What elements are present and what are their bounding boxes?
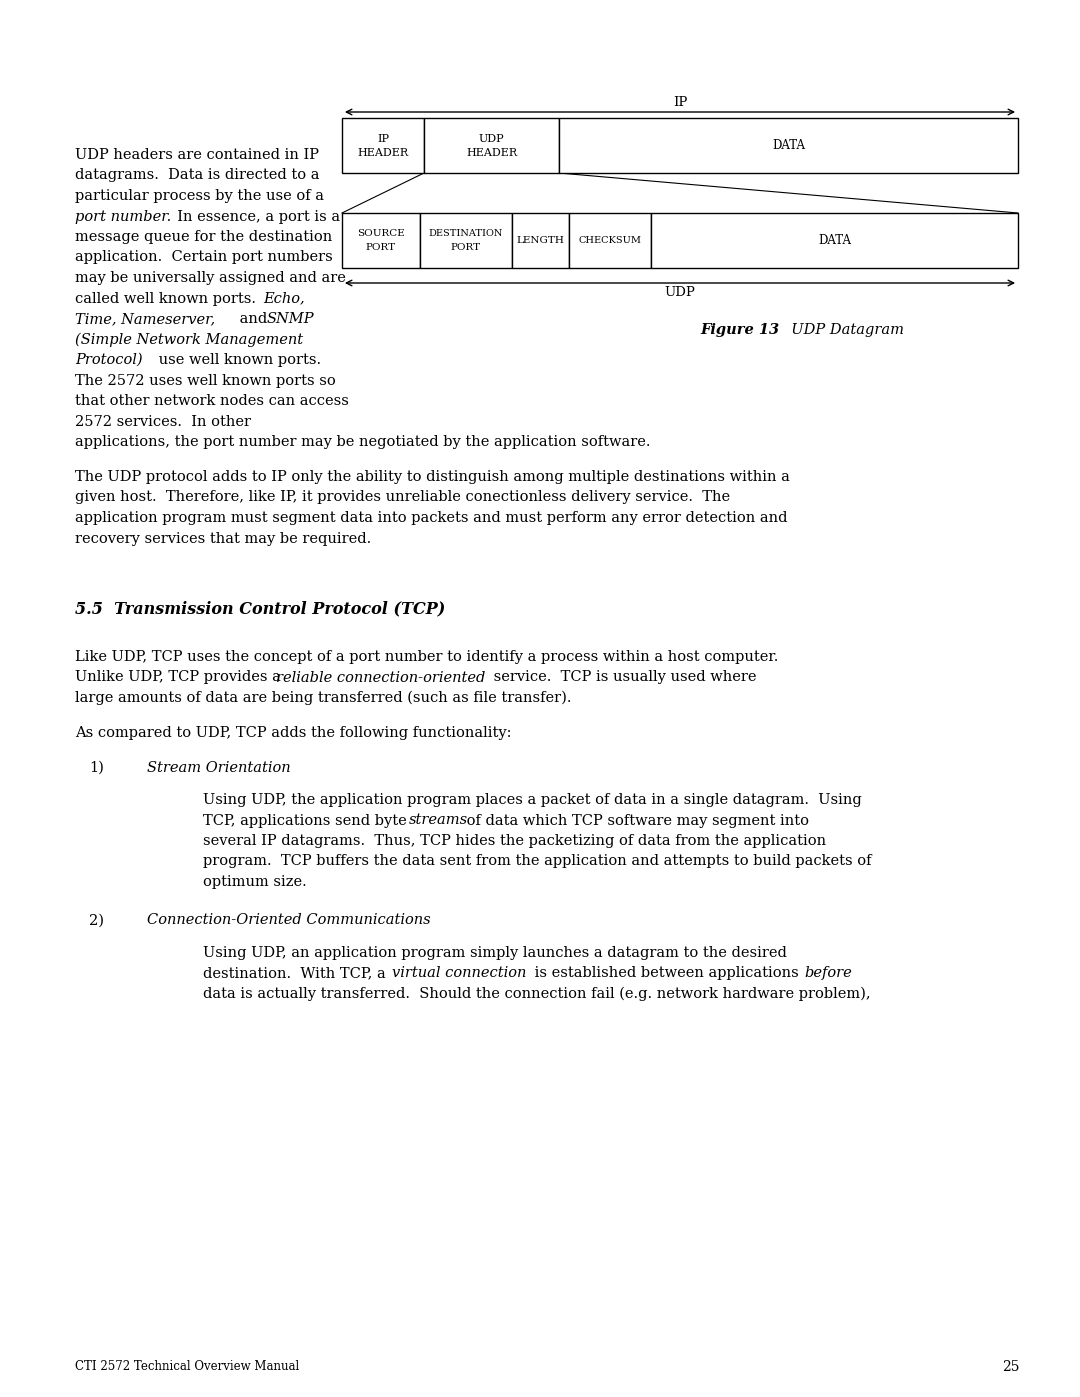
Text: UDP Datagram: UDP Datagram: [782, 323, 904, 337]
Text: CTI 2572 Technical Overview Manual: CTI 2572 Technical Overview Manual: [75, 1361, 299, 1373]
Bar: [342, 117, 424, 173]
Text: TCP, applications send byte: TCP, applications send byte: [203, 813, 411, 827]
Text: HEADER: HEADER: [357, 148, 408, 158]
Text: UDP: UDP: [478, 134, 504, 144]
Text: and: and: [235, 312, 272, 326]
Text: message queue for the destination: message queue for the destination: [75, 231, 333, 244]
Text: Using UDP, the application program places a packet of data in a single datagram.: Using UDP, the application program place…: [203, 793, 862, 807]
Text: In essence, a port is a: In essence, a port is a: [168, 210, 340, 224]
Text: 2): 2): [89, 914, 104, 928]
Text: (Simple Network Management: (Simple Network Management: [75, 332, 303, 346]
Text: The UDP protocol adds to IP only the ability to distinguish among multiple desti: The UDP protocol adds to IP only the abi…: [75, 469, 789, 483]
Bar: [569, 212, 651, 268]
Text: LENGTH: LENGTH: [516, 236, 565, 244]
Text: As compared to UDP, TCP adds the following functionality:: As compared to UDP, TCP adds the followi…: [75, 726, 512, 740]
Text: Stream Orientation: Stream Orientation: [147, 761, 291, 775]
Text: Using UDP, an application program simply launches a datagram to the desired: Using UDP, an application program simply…: [203, 946, 787, 960]
Text: DATA: DATA: [772, 138, 805, 152]
Text: PORT: PORT: [451, 243, 481, 251]
Text: particular process by the use of a: particular process by the use of a: [75, 189, 324, 203]
Text: Time, Nameserver,: Time, Nameserver,: [75, 312, 215, 326]
Text: program.  TCP buffers the data sent from the application and attempts to build p: program. TCP buffers the data sent from …: [203, 855, 872, 869]
Text: SNMP: SNMP: [267, 312, 314, 326]
Text: PORT: PORT: [366, 243, 396, 251]
Text: Figure 13: Figure 13: [700, 323, 779, 337]
Text: Echo,: Echo,: [264, 292, 305, 306]
Text: HEADER: HEADER: [465, 148, 517, 158]
Text: applications, the port number may be negotiated by the application software.: applications, the port number may be neg…: [75, 434, 650, 448]
Text: datagrams.  Data is directed to a: datagrams. Data is directed to a: [75, 169, 320, 183]
Bar: [651, 212, 1018, 268]
Bar: [512, 212, 569, 268]
Text: 2572 services.  In other: 2572 services. In other: [75, 415, 251, 429]
Text: data is actually transferred.  Should the connection fail (e.g. network hardware: data is actually transferred. Should the…: [203, 986, 870, 1000]
Text: service.  TCP is usually used where: service. TCP is usually used where: [489, 671, 756, 685]
Text: port number.: port number.: [75, 210, 172, 224]
Text: that other network nodes can access: that other network nodes can access: [75, 394, 349, 408]
Text: application.  Certain port numbers: application. Certain port numbers: [75, 250, 333, 264]
Text: given host.  Therefore, like IP, it provides unreliable conectionless delivery s: given host. Therefore, like IP, it provi…: [75, 490, 730, 504]
Text: SOURCE: SOURCE: [357, 229, 405, 237]
Text: The 2572 uses well known ports so: The 2572 uses well known ports so: [75, 373, 336, 387]
Text: reliable connection-oriented: reliable connection-oriented: [276, 671, 485, 685]
Text: Protocol): Protocol): [75, 353, 143, 367]
Text: of data which TCP software may segment into: of data which TCP software may segment i…: [462, 813, 809, 827]
Bar: [420, 212, 512, 268]
Text: application program must segment data into packets and must perform any error de: application program must segment data in…: [75, 511, 787, 525]
Text: before: before: [804, 965, 852, 981]
Text: UDP: UDP: [664, 286, 696, 299]
Text: UDP headers are contained in IP: UDP headers are contained in IP: [75, 148, 319, 162]
Text: optimum size.: optimum size.: [203, 875, 307, 888]
Bar: [424, 117, 559, 173]
Text: 25: 25: [1002, 1361, 1020, 1375]
Text: DATA: DATA: [818, 235, 851, 247]
Text: virtual connection: virtual connection: [392, 965, 526, 981]
Text: is established between applications: is established between applications: [530, 965, 804, 981]
Text: recovery services that may be required.: recovery services that may be required.: [75, 531, 372, 545]
Text: called well known ports.: called well known ports.: [75, 292, 266, 306]
Text: 5.5  Transmission Control Protocol (TCP): 5.5 Transmission Control Protocol (TCP): [75, 599, 445, 617]
Text: Unlike UDP, TCP provides a: Unlike UDP, TCP provides a: [75, 671, 285, 685]
Text: IP: IP: [377, 134, 389, 144]
Text: large amounts of data are being transferred (such as file transfer).: large amounts of data are being transfer…: [75, 692, 571, 705]
Text: IP: IP: [673, 96, 687, 109]
Text: Like UDP, TCP uses the concept of a port number to identify a process within a h: Like UDP, TCP uses the concept of a port…: [75, 650, 779, 664]
Text: destination.  With TCP, a: destination. With TCP, a: [203, 965, 390, 981]
Bar: [559, 117, 1018, 173]
Text: 1): 1): [89, 761, 104, 775]
Text: streams: streams: [409, 813, 468, 827]
Text: several IP datagrams.  Thus, TCP hides the packetizing of data from the applicat: several IP datagrams. Thus, TCP hides th…: [203, 834, 826, 848]
Text: may be universally assigned and are: may be universally assigned and are: [75, 271, 346, 285]
Text: CHECKSUM: CHECKSUM: [579, 236, 642, 244]
Text: Connection-Oriented Communications: Connection-Oriented Communications: [147, 914, 431, 928]
Text: use well known ports.: use well known ports.: [154, 353, 321, 367]
Text: DESTINATION: DESTINATION: [429, 229, 503, 237]
Bar: [342, 212, 420, 268]
